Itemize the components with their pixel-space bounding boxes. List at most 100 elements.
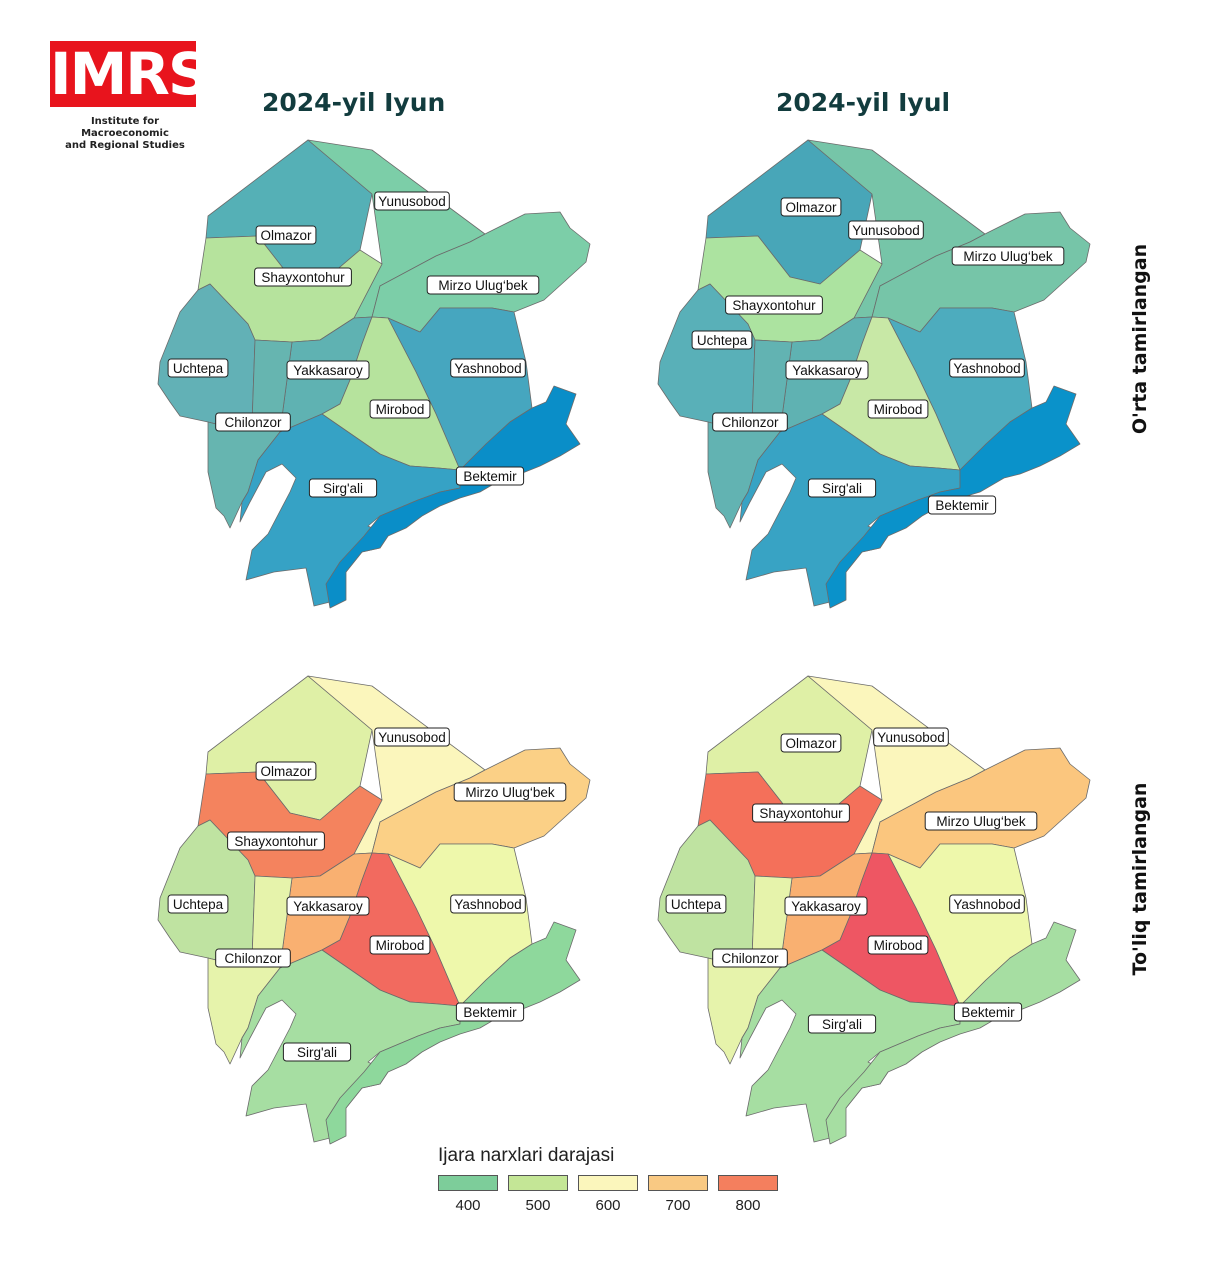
district-label-mirzo-ulug-bek: Mirzo Ulug‘bek xyxy=(426,275,540,295)
svg-text:Uchtepa: Uchtepa xyxy=(173,361,224,376)
district-label-uchtepa: Uchtepa xyxy=(167,358,229,378)
svg-text:Olmazor: Olmazor xyxy=(785,736,837,751)
district-label-uchtepa: Uchtepa xyxy=(665,894,727,914)
svg-text:Shayxontohur: Shayxontohur xyxy=(732,298,816,313)
district-label-mirobod: Mirobod xyxy=(867,935,929,955)
district-label-bektemir: Bektemir xyxy=(953,1002,1023,1022)
svg-text:Yashnobod: Yashnobod xyxy=(454,897,521,912)
svg-text:Shayxontohur: Shayxontohur xyxy=(261,270,345,285)
legend-swatch xyxy=(438,1175,498,1191)
svg-text:Yashnobod: Yashnobod xyxy=(953,897,1020,912)
svg-text:Chilonzor: Chilonzor xyxy=(224,951,282,966)
svg-text:Yashnobod: Yashnobod xyxy=(953,361,1020,376)
svg-text:Uchtepa: Uchtepa xyxy=(173,897,224,912)
legend: 400 500 600 700 800 xyxy=(438,1175,788,1214)
svg-text:Yakkasaroy: Yakkasaroy xyxy=(792,363,862,378)
svg-text:Yakkasaroy: Yakkasaroy xyxy=(791,899,861,914)
svg-text:Sirg'ali: Sirg'ali xyxy=(822,1017,862,1032)
district-label-olmazor: Olmazor xyxy=(255,761,317,781)
svg-text:Chilonzor: Chilonzor xyxy=(721,951,779,966)
svg-text:Shayxontohur: Shayxontohur xyxy=(234,834,318,849)
district-label-mirobod: Mirobod xyxy=(369,935,431,955)
district-label-yunusobod: Yunusobod xyxy=(873,727,949,747)
svg-text:Bektemir: Bektemir xyxy=(961,1005,1015,1020)
legend-label: 400 xyxy=(455,1197,481,1214)
district-label-chilonzor: Chilonzor xyxy=(215,948,291,968)
logo-subtitle-line1: Institute for Macroeconomic xyxy=(81,116,169,139)
map-bottom-left: Olmazor Yunusobod Mirzo Ulug‘bek Shayxontoh… xyxy=(157,675,591,1145)
svg-text:Chilonzor: Chilonzor xyxy=(721,415,779,430)
row-title-medium-repair: O'rta tamirlangan xyxy=(1129,243,1151,435)
district-label-yakkasaroy: Yakkasaroy xyxy=(785,360,869,380)
district-label-mirobod: Mirobod xyxy=(369,399,431,419)
svg-text:Shayxontohur: Shayxontohur xyxy=(759,806,843,821)
map-bottom-right: Olmazor Yunusobod Mirzo Ulug‘bek Shayxontoh… xyxy=(657,675,1091,1145)
legend-item: 700 xyxy=(648,1175,718,1214)
svg-text:Mirobod: Mirobod xyxy=(376,402,425,417)
svg-text:Mirobod: Mirobod xyxy=(376,938,425,953)
legend-swatch xyxy=(508,1175,568,1191)
district-label-yakkasaroy: Yakkasaroy xyxy=(784,896,868,916)
svg-text:Chilonzor: Chilonzor xyxy=(224,415,282,430)
district-bektemir xyxy=(825,921,1081,1145)
district-label-yashnobod: Yashnobod xyxy=(450,894,526,914)
district-label-chilonzor: Chilonzor xyxy=(712,412,788,432)
svg-text:Yunusobod: Yunusobod xyxy=(852,223,920,238)
district-label-mirzo-ulug-bek: Mirzo Ulug‘bek xyxy=(924,811,1038,831)
logo-subtitle: Institute for Macroeconomic and Regional… xyxy=(50,116,200,152)
district-label-mirobod: Mirobod xyxy=(867,399,929,419)
district-label-yakkasaroy: Yakkasaroy xyxy=(286,896,370,916)
svg-text:Yakkasaroy: Yakkasaroy xyxy=(293,363,363,378)
district-label-shayxontohur: Shayxontohur xyxy=(752,803,850,823)
district-label-yunusobod: Yunusobod xyxy=(848,220,924,240)
district-label-chilonzor: Chilonzor xyxy=(215,412,291,432)
legend-label: 800 xyxy=(735,1197,761,1214)
svg-text:Yunusobod: Yunusobod xyxy=(378,730,446,745)
district-label-yashnobod: Yashnobod xyxy=(450,358,526,378)
svg-text:Mirzo Ulug‘bek: Mirzo Ulug‘bek xyxy=(963,249,1053,264)
column-title-july: 2024-yil Iyul xyxy=(776,88,951,117)
svg-text:Sirg'ali: Sirg'ali xyxy=(323,481,363,496)
legend-swatch xyxy=(648,1175,708,1191)
district-label-shayxontohur: Shayxontohur xyxy=(227,831,325,851)
svg-text:Bektemir: Bektemir xyxy=(463,1005,517,1020)
district-bektemir xyxy=(325,921,581,1145)
district-label-sirg-ali: Sirg'ali xyxy=(282,1042,352,1062)
svg-text:Bektemir: Bektemir xyxy=(935,498,989,513)
legend-label: 700 xyxy=(665,1197,691,1214)
legend-title: Ijara narxlari darajasi xyxy=(438,1145,615,1166)
legend-item: 600 xyxy=(578,1175,648,1214)
legend-swatch xyxy=(718,1175,778,1191)
svg-text:Mirobod: Mirobod xyxy=(874,938,923,953)
svg-text:Uchtepa: Uchtepa xyxy=(697,333,748,348)
district-label-mirzo-ulug-bek: Mirzo Ulug‘bek xyxy=(453,782,567,802)
svg-text:Uchtepa: Uchtepa xyxy=(671,897,722,912)
svg-text:Mirobod: Mirobod xyxy=(874,402,923,417)
district-label-sirg-ali: Sirg'ali xyxy=(308,478,378,498)
district-label-yashnobod: Yashnobod xyxy=(949,894,1025,914)
district-label-bektemir: Bektemir xyxy=(455,1002,525,1022)
district-label-shayxontohur: Shayxontohur xyxy=(254,267,352,287)
district-label-yakkasaroy: Yakkasaroy xyxy=(286,360,370,380)
svg-text:Bektemir: Bektemir xyxy=(463,469,517,484)
legend-label: 500 xyxy=(525,1197,551,1214)
legend-item: 800 xyxy=(718,1175,788,1214)
district-label-uchtepa: Uchtepa xyxy=(691,330,753,350)
imrs-logo: IMRS xyxy=(50,40,210,108)
district-label-yunusobod: Yunusobod xyxy=(374,191,450,211)
legend-item: 500 xyxy=(508,1175,578,1214)
district-label-uchtepa: Uchtepa xyxy=(167,894,229,914)
row-title-full-repair: To'liq tamirlangan xyxy=(1129,782,1151,976)
svg-text:Sirg'ali: Sirg'ali xyxy=(822,481,862,496)
svg-text:Yunusobod: Yunusobod xyxy=(378,194,446,209)
legend-label: 600 xyxy=(595,1197,621,1214)
svg-text:Mirzo Ulug‘bek: Mirzo Ulug‘bek xyxy=(438,278,528,293)
district-label-olmazor: Olmazor xyxy=(255,225,317,245)
district-label-olmazor: Olmazor xyxy=(780,733,842,753)
map-top-right: Olmazor Yunusobod Mirzo Ulug‘bek Shayxontoh… xyxy=(657,139,1091,609)
district-label-yashnobod: Yashnobod xyxy=(949,358,1025,378)
district-label-chilonzor: Chilonzor xyxy=(712,948,788,968)
district-label-mirzo-ulug-bek: Mirzo Ulug‘bek xyxy=(951,246,1065,266)
svg-text:Sirg'ali: Sirg'ali xyxy=(297,1045,337,1060)
column-title-june: 2024-yil Iyun xyxy=(262,88,446,117)
